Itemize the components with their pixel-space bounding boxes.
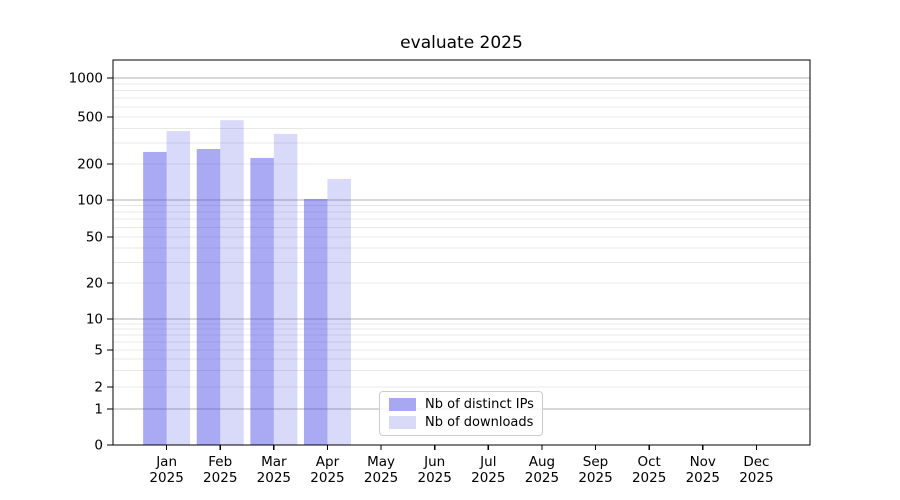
x-tick-label-sep: Sep 2025: [578, 454, 612, 486]
y-tick-label: 1000: [69, 71, 103, 87]
y-tick-label: 1: [94, 402, 103, 418]
legend-label-downloads: Nb of downloads: [425, 414, 534, 430]
x-tick-label-feb: Feb 2025: [203, 454, 237, 486]
y-tick-label: 10: [86, 312, 103, 328]
y-tick-label: 100: [77, 192, 103, 208]
bar-distinct-ips-jan: [143, 151, 167, 445]
x-tick-label-oct: Oct 2025: [632, 454, 666, 486]
y-tick-label: 200: [77, 156, 103, 172]
x-tick-label-mar: Mar 2025: [257, 454, 291, 486]
bar-distinct-ips-mar: [250, 157, 274, 446]
bar-downloads-feb: [220, 120, 244, 445]
y-tick-label: 500: [77, 110, 103, 126]
legend-label-distinct-ips: Nb of distinct IPs: [425, 397, 534, 413]
x-tick-label-nov: Nov 2025: [686, 454, 720, 486]
bar-downloads-mar: [273, 133, 298, 445]
legend: Nb of distinct IPs Nb of downloads: [379, 391, 543, 436]
y-tick-label: 0: [94, 438, 103, 454]
x-tick-label-jul: Jul 2025: [471, 454, 505, 486]
legend-item-distinct-ips: Nb of distinct IPs: [389, 397, 534, 413]
legend-swatch-downloads: [389, 415, 416, 429]
x-tick-label-jan: Jan 2025: [149, 454, 183, 486]
x-tick-label-dec: Dec 2025: [739, 454, 773, 486]
y-tick-label: 20: [86, 275, 103, 291]
chart-title: evaluate 2025: [400, 33, 523, 53]
bar-downloads-jan: [166, 131, 191, 445]
y-tick-label: 5: [94, 342, 103, 358]
legend-item-downloads: Nb of downloads: [389, 415, 533, 430]
x-tick-label-aug: Aug 2025: [525, 454, 559, 486]
x-tick-label-jun: Jun 2025: [418, 454, 452, 486]
bar-distinct-ips-feb: [196, 148, 221, 445]
y-tick-label: 2: [94, 380, 103, 396]
y-tick-label: 50: [86, 229, 103, 245]
bar-downloads-apr: [327, 178, 351, 445]
x-tick-label-apr: Apr 2025: [310, 454, 344, 486]
bar-distinct-ips-apr: [303, 198, 328, 445]
legend-swatch-distinct-ips: [389, 398, 416, 412]
x-tick-label-may: May 2025: [364, 454, 398, 486]
plot-border: [112, 59, 811, 446]
